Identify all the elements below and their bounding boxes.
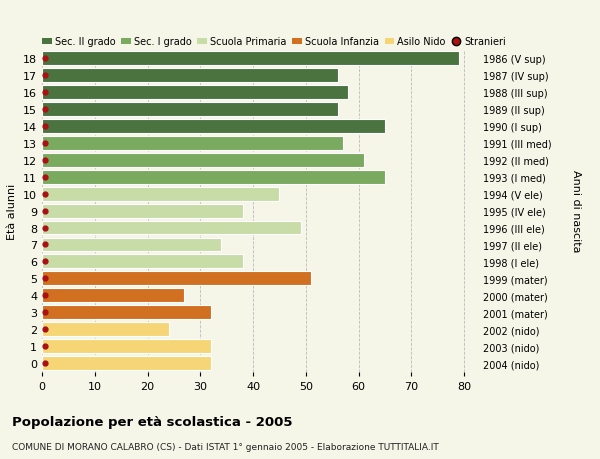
Bar (42, 272, 311, 285)
Bar (42, 255, 242, 269)
Bar (42, 289, 184, 302)
Bar (42, 170, 385, 184)
Bar (42, 356, 211, 370)
Bar (42, 340, 211, 353)
Bar (42, 120, 385, 134)
Bar (42, 238, 221, 252)
Text: Popolazione per età scolastica - 2005: Popolazione per età scolastica - 2005 (12, 415, 293, 428)
Bar (42, 306, 211, 319)
Bar (42, 187, 280, 201)
Bar (42, 86, 348, 100)
Bar (42, 103, 338, 117)
Y-axis label: Anni di nascita: Anni di nascita (571, 170, 581, 252)
Bar (42, 69, 338, 83)
Bar (42, 52, 459, 66)
Legend: Sec. II grado, Sec. I grado, Scuola Primaria, Scuola Infanzia, Asilo Nido, Stran: Sec. II grado, Sec. I grado, Scuola Prim… (42, 37, 506, 47)
Y-axis label: Età alunni: Età alunni (7, 183, 17, 239)
Bar (42, 204, 242, 218)
Bar (42, 153, 364, 168)
Bar (42, 221, 301, 235)
Bar (42, 323, 169, 336)
Bar (42, 137, 343, 151)
Text: COMUNE DI MORANO CALABRO (CS) - Dati ISTAT 1° gennaio 2005 - Elaborazione TUTTIT: COMUNE DI MORANO CALABRO (CS) - Dati IST… (12, 442, 439, 451)
